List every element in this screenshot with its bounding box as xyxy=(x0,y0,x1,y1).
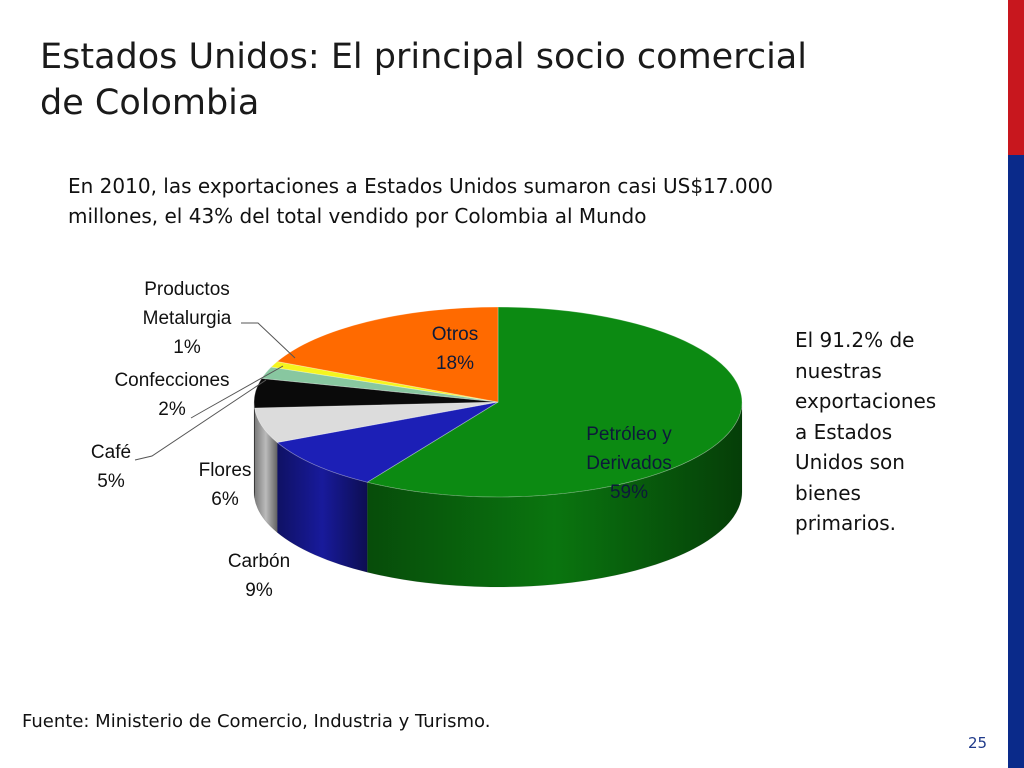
title-line-1: Estados Unidos: El principal socio comer… xyxy=(40,37,807,77)
slice-name-label: Productos xyxy=(144,279,230,300)
pie-slice-otros xyxy=(276,306,499,403)
leader-line-cafe xyxy=(134,379,267,461)
note-line: nuestras xyxy=(795,358,882,383)
slice-label-petroleo-y-derivados: Petróleo y Derivados 59% xyxy=(586,424,672,503)
slice-label-productos-metalurgia: Productos Metalurgia 1% xyxy=(143,279,232,358)
slide-title: Estados Unidos: El principal socio comer… xyxy=(40,34,940,126)
note-line: exportaciones xyxy=(795,389,937,413)
slice-label-flores: Flores 6% xyxy=(199,460,252,510)
slice-value-label: 1% xyxy=(173,337,201,358)
slice-value-label: 9% xyxy=(245,580,273,601)
source-note: Fuente: Ministerio de Comercio, Industri… xyxy=(22,711,491,732)
slice-name-label: Otros xyxy=(432,324,478,345)
slice-label-otros: Otros 18% xyxy=(432,324,478,374)
top-accent-bar xyxy=(1008,0,1024,155)
slice-value-label: 18% xyxy=(436,353,474,374)
slice-name-label: Carbón xyxy=(228,551,290,572)
slice-value-label: 6% xyxy=(211,489,239,510)
slice-name-label: Flores xyxy=(199,460,252,481)
slice-label-cafe: Café 5% xyxy=(91,442,131,492)
intro-line-2: millones, el 43% del total vendido por C… xyxy=(68,204,647,228)
title-line-2: de Colombia xyxy=(40,83,260,123)
intro-text: En 2010, las exportaciones a Estados Uni… xyxy=(68,171,928,231)
leader-line-metalurgia xyxy=(241,322,296,359)
slice-name-label: Metalurgia xyxy=(143,308,232,329)
primary-goods-note: El 91.2% de nuestras exportaciones a Est… xyxy=(795,325,985,539)
slice-value-label: 2% xyxy=(158,399,186,420)
leader-line-confecciones xyxy=(190,365,284,419)
note-line: a Estados xyxy=(795,419,893,444)
slice-name-label: Petróleo y xyxy=(586,424,672,445)
intro-line-1: En 2010, las exportaciones a Estados Uni… xyxy=(68,174,774,198)
slice-name-label: Café xyxy=(91,442,131,463)
page-number: 25 xyxy=(968,734,988,752)
slice-label-confecciones: Confecciones 2% xyxy=(114,370,229,420)
pie-slice-productos-metalurgia xyxy=(270,361,499,403)
pie-chart: Petróleo y Derivados 59% Carbón 9% Flores 6% Ca… xyxy=(91,279,743,601)
slice-value-label: 59% xyxy=(610,482,648,503)
note-line: Unidos son xyxy=(795,450,905,474)
slice-value-label: 5% xyxy=(97,471,125,492)
side-accent-bar xyxy=(1008,155,1024,768)
slice-label-carbon: Carbón 9% xyxy=(228,551,290,601)
note-line: primarios. xyxy=(795,511,897,535)
pie-slice-carbon xyxy=(276,401,499,483)
slice-name-label: Confecciones xyxy=(114,370,229,391)
pie-slice-flores xyxy=(254,401,499,443)
note-line: El 91.2% de xyxy=(795,328,915,352)
pie-slice-petroleo-y-derivados xyxy=(366,306,743,498)
note-line: bienes xyxy=(795,480,861,505)
slice-name-label: Derivados xyxy=(586,453,672,474)
